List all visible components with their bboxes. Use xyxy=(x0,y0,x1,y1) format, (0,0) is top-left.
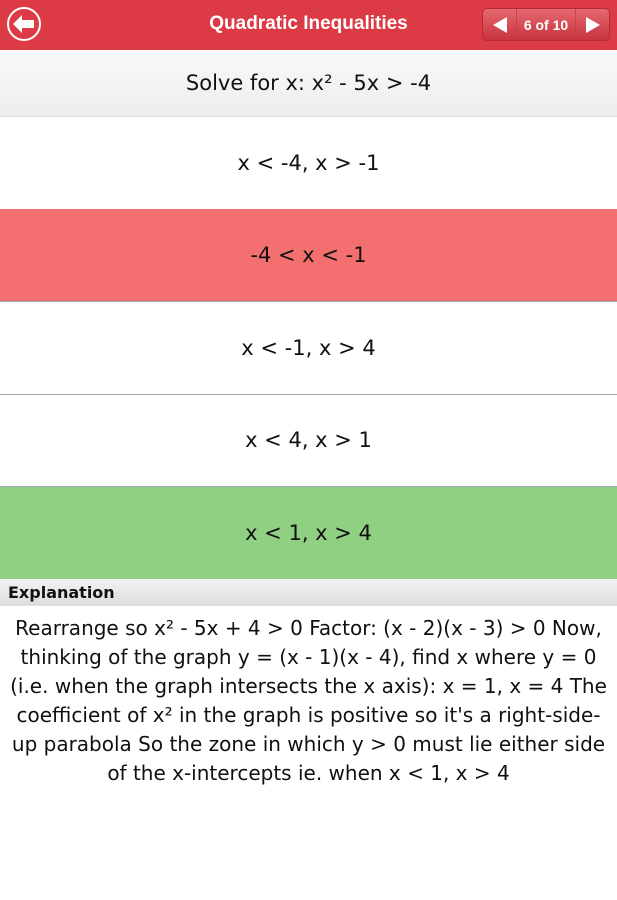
answer-option[interactable]: x < 4, x > 1 xyxy=(0,394,617,487)
header-bar: Quadratic Inequalities 6 of 10 xyxy=(0,0,617,50)
previous-button[interactable] xyxy=(483,9,516,40)
answer-option-correct[interactable]: x < 1, x > 4 xyxy=(0,487,617,579)
triangle-left-icon xyxy=(492,16,507,33)
triangle-right-icon xyxy=(585,16,600,33)
explanation-text: Rearrange so x² - 5x + 4 > 0 Factor: (x … xyxy=(10,616,607,785)
question-text: Solve for x: x² - 5x > -4 xyxy=(0,50,617,117)
answer-option[interactable]: x < -4, x > -1 xyxy=(0,117,617,210)
explanation-heading: Explanation xyxy=(0,579,617,606)
page-title: Quadratic Inequalities xyxy=(209,13,408,34)
question-counter: 6 of 10 xyxy=(516,9,576,40)
question-pager: 6 of 10 xyxy=(482,8,610,41)
back-arrow-icon xyxy=(13,15,34,33)
back-button[interactable] xyxy=(7,7,41,41)
answer-option-wrong[interactable]: -4 < x < -1 xyxy=(0,209,617,302)
answer-option[interactable]: x < -1, x > 4 xyxy=(0,302,617,395)
next-button[interactable] xyxy=(576,9,609,40)
